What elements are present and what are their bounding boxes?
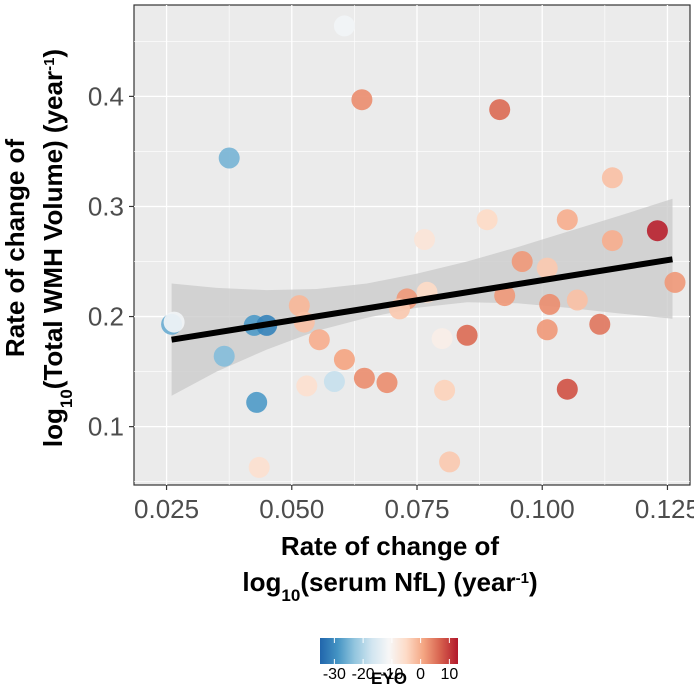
colorbar-tick-label: 0 <box>416 666 425 683</box>
y-tick-label: 0.3 <box>88 191 124 221</box>
data-point <box>536 319 558 341</box>
data-point <box>323 371 345 392</box>
colorbar-tick-label: -20 <box>352 666 375 683</box>
y-tick-label: 0.2 <box>88 302 124 332</box>
data-point <box>248 456 270 478</box>
colorbar <box>320 638 458 664</box>
data-point <box>246 391 268 413</box>
data-point <box>556 378 578 400</box>
data-point <box>333 349 355 370</box>
data-point <box>414 229 435 250</box>
data-point <box>353 367 375 389</box>
data-point <box>601 167 623 189</box>
data-point <box>601 230 623 252</box>
x-tick-label: 0.075 <box>384 494 449 524</box>
colorbar-title: EYO <box>371 669 407 688</box>
data-point <box>431 328 453 350</box>
y-tick-label: 0.4 <box>88 81 124 111</box>
data-point <box>646 220 668 242</box>
data-point <box>539 293 561 315</box>
colorbar-ticks: -30 -20 -10 0 10 <box>323 638 458 683</box>
x-tick-label: 0.050 <box>259 494 324 524</box>
data-points <box>161 15 686 478</box>
regression-line-layer <box>171 256 673 343</box>
data-point <box>333 15 355 37</box>
colorbar-tick-label: -30 <box>323 666 346 683</box>
y-axis-title-line1: Rate of change of <box>0 139 30 357</box>
data-point <box>489 99 511 121</box>
data-point <box>218 147 240 169</box>
data-point <box>439 451 461 473</box>
x-tick-label: 0.100 <box>510 494 575 524</box>
data-point <box>556 209 578 231</box>
x-axis-ticks: 0.025 0.050 0.075 0.100 0.125 <box>134 485 694 524</box>
y-axis-title-line2: log10(Total WMH Volume) (year-1) <box>38 49 76 447</box>
y-tick-label: 0.1 <box>88 412 124 442</box>
data-point <box>376 372 398 394</box>
data-point <box>566 289 588 311</box>
colorbar-tick-label: -10 <box>380 666 403 683</box>
data-point <box>296 375 318 397</box>
data-point <box>351 89 373 111</box>
x-axis-title-line1: Rate of change of <box>281 531 499 561</box>
x-tick-label: 0.125 <box>635 494 694 524</box>
data-point <box>308 329 330 351</box>
data-point <box>476 209 498 231</box>
x-axis-title-line2: log10(serum NfL) (year-1) <box>242 567 537 605</box>
data-point <box>536 257 558 279</box>
y-axis-ticks: 0.1 0.2 0.3 0.4 <box>88 81 134 442</box>
data-point <box>511 251 533 272</box>
colorbar-tick-label: 10 <box>440 666 458 683</box>
data-point <box>494 285 516 307</box>
data-point <box>163 311 185 333</box>
regression-line <box>171 256 673 343</box>
data-point <box>589 313 611 335</box>
x-tick-label: 0.025 <box>134 494 199 524</box>
data-point <box>434 379 456 401</box>
data-point <box>288 295 310 317</box>
data-point <box>456 324 478 346</box>
data-point <box>664 271 686 293</box>
data-point <box>213 345 235 367</box>
